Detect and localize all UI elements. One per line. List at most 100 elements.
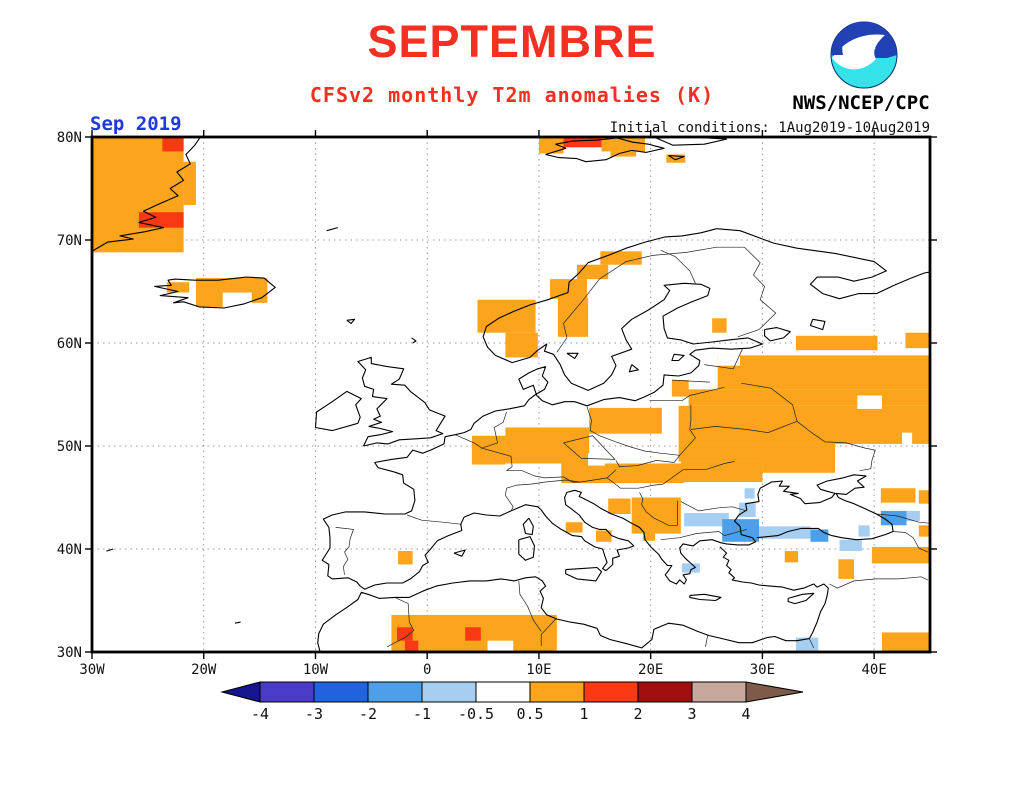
country-border-path [808,638,815,649]
lon-tick-label: 10E [526,662,551,678]
anomaly-cell [631,497,681,534]
coastline-path [809,318,826,331]
colorbar-tick-label: 1 [579,705,588,723]
coastline-path [668,154,685,161]
noaa-logo-text: NOAA [856,42,875,51]
colorbar-tick-label: -0.5 [458,705,494,723]
lon-tick-label: 30E [750,662,775,678]
coastline-path [522,517,534,536]
anomaly-cell [671,380,689,397]
anomaly-cell [565,522,583,533]
lon-tick-label: 40E [861,662,886,678]
anomaly-cell [601,137,646,152]
country-border-path [649,386,725,402]
country-border-path [876,513,930,524]
colorbar-tick-label: 2 [633,705,642,723]
coastline-path [326,227,338,232]
country-border-path [679,404,696,456]
anomaly-cell [642,533,656,541]
anomaly-cell [688,389,930,406]
country-border-path [606,461,735,489]
country-border-path [386,597,415,648]
anomaly-cell [195,292,223,307]
noaa-logo-sky-left [831,26,849,55]
anomaly-cell [666,154,686,163]
anomaly-cell [684,512,729,527]
country-border-path [518,580,542,632]
colorbar-segment [475,681,531,703]
init-conditions-label: Initial conditions: 1Aug2019-10Aug2019 [609,120,930,136]
lat-tick-label: 50N [57,439,82,455]
coastline-path [106,548,114,552]
coastline-path [756,475,894,541]
colorbar-tick-label: -4 [251,705,269,723]
coastline-path [628,364,639,373]
country-border-path [732,349,743,369]
page-subtitle: CFSv2 monthly T2m anomalies (K) [309,83,715,107]
coastline-path [234,621,241,624]
lon-tick-label: 20W [191,662,217,678]
coastline-path [411,337,417,344]
anomaly-cell [610,151,637,157]
colorbar-segment [637,681,693,703]
country-border-path [741,382,798,422]
map-frame [90,135,932,654]
anomaly-gap-cell [902,432,913,444]
anomaly-cell [906,510,920,522]
coastline-path [453,549,466,557]
anomaly-cell [880,510,907,526]
coastline-path [314,390,362,432]
anomaly-cell [563,137,602,148]
anomaly-cell [404,640,419,652]
anomaly-cell [762,460,836,473]
coastline-path [733,474,867,539]
anomaly-cell [918,525,930,537]
anomaly-cell [398,551,413,565]
page-title: SEPTEMBRE [367,16,657,67]
country-border-path [660,249,696,284]
colorbar-segment [583,681,639,703]
country-border-path [586,406,680,456]
coastline-path [154,276,276,309]
country-border-path [671,379,710,383]
anomaly-cell [678,443,836,462]
country-border-path [506,469,617,483]
anomaly-gap-cell [487,640,514,652]
anomaly-cell [561,463,685,484]
lat-tick-label: 30N [57,645,82,661]
anomaly-cell [608,498,631,514]
anomaly-cell [784,551,799,563]
colorbar-segment [259,681,315,703]
country-border-path [480,411,513,471]
anomaly-cell [871,546,930,564]
anomaly-cell [744,488,755,499]
anomaly-cell [195,278,268,293]
country-border-path [556,246,745,353]
coastline-path [545,137,665,163]
country-border-path [505,479,581,512]
country-border-path [893,531,928,553]
anomaly-cell [92,137,184,253]
anomaly-cell [880,488,916,503]
anomaly-cell [538,137,564,154]
forecast-month-label: Sep 2019 [90,113,182,135]
colorbar-tick-label: -2 [359,705,377,723]
coastline-path [565,566,603,582]
coastline-path [346,318,356,324]
country-border-path [406,514,462,525]
anomaly-cell [183,161,196,205]
lon-tick-label: 20E [638,662,663,678]
coastline-path [566,352,579,359]
anomaly-cell [810,529,829,542]
country-border-path [704,364,734,370]
country-border-path [690,420,798,433]
anomaly-cell [557,297,589,337]
coastline-path [317,546,829,652]
lat-tick-label: 60N [57,336,82,352]
coastline-path [357,356,446,447]
anomaly-gap-cell [857,395,882,409]
country-border-path [796,421,876,472]
anomaly-cell [595,530,612,542]
